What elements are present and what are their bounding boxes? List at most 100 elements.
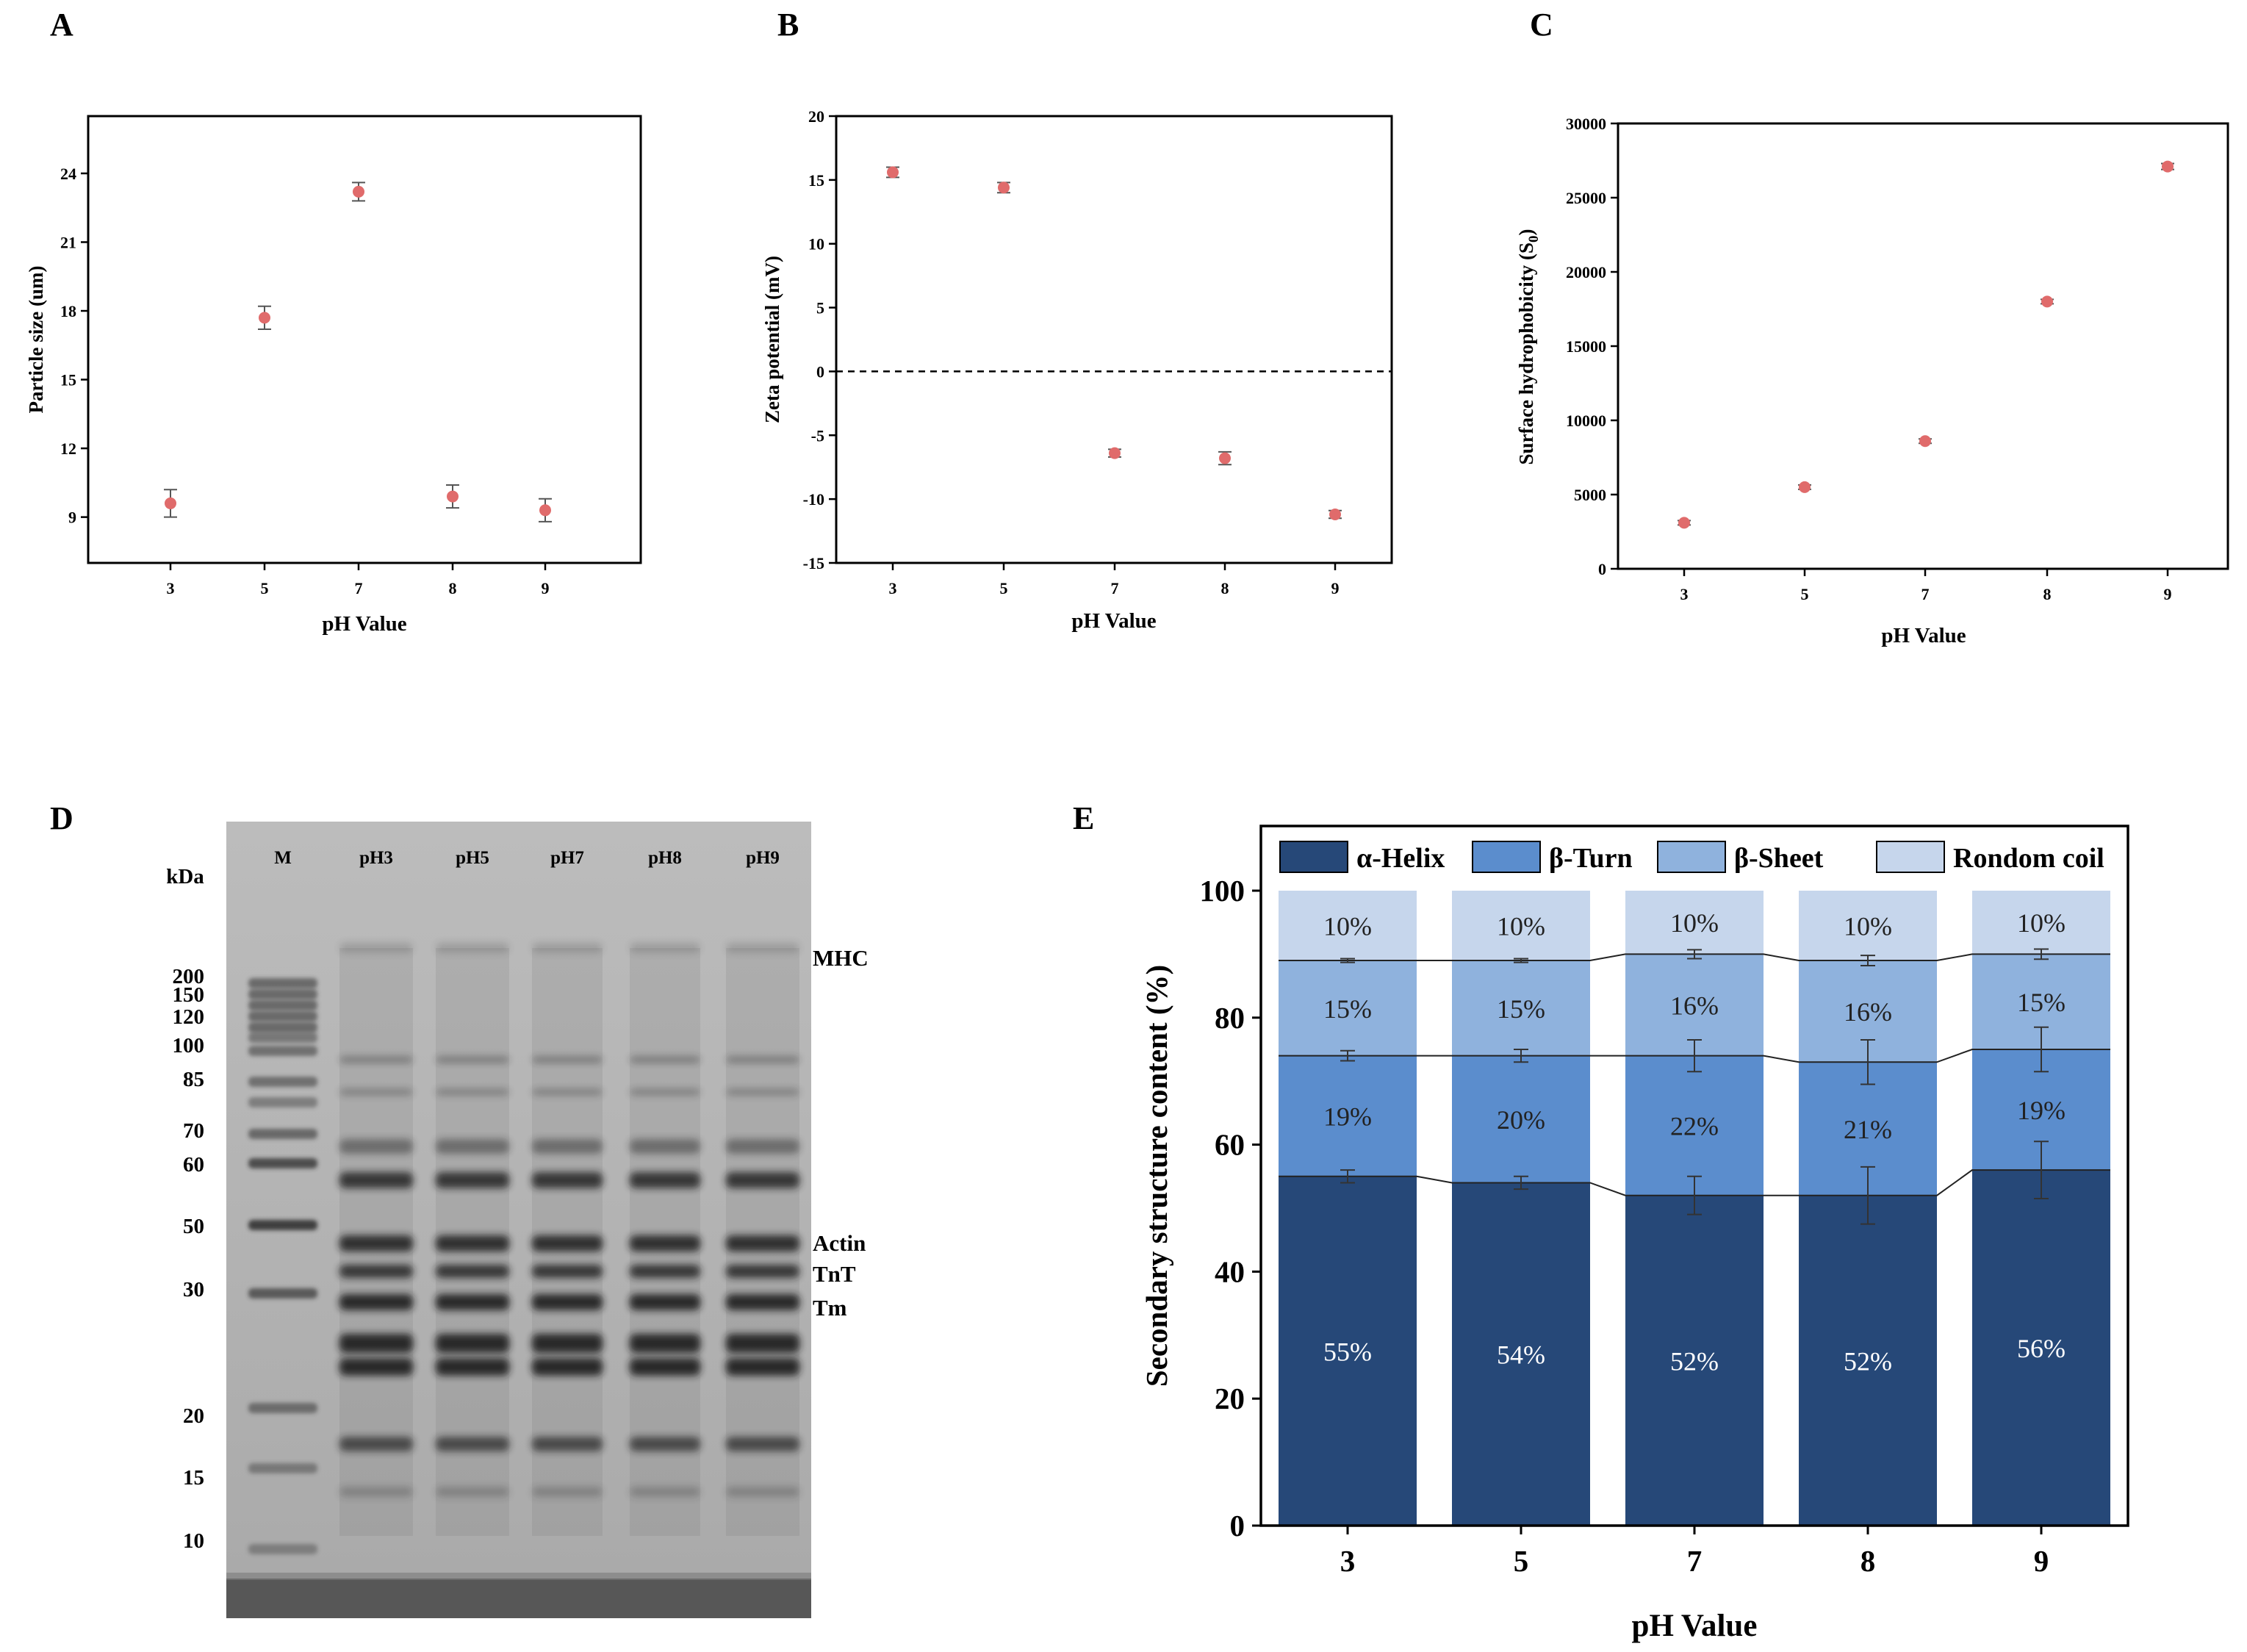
chart-e-value-label: 52%	[1670, 1346, 1719, 1376]
gel-sample-band	[339, 1172, 413, 1188]
chart-e-value-label: 10%	[2017, 908, 2066, 938]
chart-b-x-ticks: 3 5 7 8 9	[889, 563, 1340, 597]
gel-sample-band	[436, 1487, 509, 1497]
gel-sample-band	[436, 1139, 509, 1154]
gel-marker-band	[248, 1077, 317, 1087]
gel-sample-band	[630, 1088, 700, 1096]
gel-sample-band	[339, 943, 413, 953]
gel-sample-band	[436, 1235, 509, 1251]
chart-b-y-tick-label: 20	[808, 107, 824, 126]
chart-e-x-axis-label: pH Value	[1632, 1609, 1758, 1643]
gel-sample-band	[532, 1056, 603, 1063]
chart-e-value-label: 55%	[1323, 1337, 1372, 1366]
chart-c-y-ticks: 0 5000 10000 15000 20000 25000 30000	[1566, 115, 1618, 578]
gel-sample-band	[630, 1235, 700, 1251]
chart-b-frame	[835, 115, 1393, 564]
chart-e-value-label: 16%	[1844, 997, 1892, 1027]
chart-c-frame	[1617, 122, 2229, 570]
gel-sample-band	[630, 1056, 700, 1063]
gel-marker-label: 10	[183, 1529, 204, 1553]
gel-sample-band	[339, 1487, 413, 1497]
gel-lane-label: pH7	[550, 848, 584, 868]
chart-e-value-label: 19%	[2017, 1096, 2066, 1125]
chart-b-y-axis-label: Zeta potential (mV)	[761, 256, 783, 423]
gel-sample-band	[726, 1235, 799, 1251]
gel-sample-band	[630, 943, 700, 953]
chart-c-data-point	[1919, 435, 1931, 448]
gel-background	[226, 822, 811, 1618]
gel-band-label: Actin	[813, 1230, 866, 1256]
chart-e-bar-segment	[1279, 1055, 1417, 1177]
gel-sample-band	[436, 943, 509, 953]
gel-sample-band	[532, 1437, 603, 1451]
chart-a-x-tick-label: 8	[449, 579, 457, 597]
chart-a-points	[164, 182, 552, 522]
gel-sample-band	[726, 1437, 799, 1451]
gel-dye-front	[226, 1579, 811, 1618]
gel-lane-smear	[339, 948, 413, 1536]
gel-sample-band	[436, 1437, 509, 1451]
gel-sample-band	[532, 1487, 603, 1497]
chart-e-x-tick-label: 3	[1340, 1544, 1356, 1578]
gel-marker-label: 15	[183, 1466, 204, 1490]
gel-sample-band	[726, 1172, 799, 1188]
chart-e-legend-label: α-Helix	[1356, 843, 1445, 874]
gel-sample-band	[630, 1487, 700, 1497]
chart-e-bar-segment	[1799, 1195, 1937, 1526]
chart-e-x-ticks: 3 5 7 8 9	[1340, 1526, 2049, 1578]
chart-e-legend-swatch	[1472, 841, 1541, 873]
chart-a-x-axis-label: pH Value	[322, 612, 406, 636]
chart-e-y-axis-label: Secondary structure content (%)	[1140, 965, 1173, 1387]
chart-a-y-tick-label: 12	[60, 439, 76, 458]
chart-c-y-tick-label: 30000	[1566, 115, 1606, 133]
gel-sample-band	[436, 1056, 509, 1063]
chart-e-value-label: 20%	[1497, 1105, 1545, 1135]
gel-marker-label: 30	[183, 1278, 204, 1301]
chart-c-x-ticks: 3 5 7 8 9	[1680, 569, 2172, 603]
chart-a-x-tick-label: 9	[542, 579, 550, 597]
chart-e-y-tick-label: 0	[1230, 1509, 1245, 1543]
chart-c-points	[1678, 160, 2174, 529]
chart-b-y-tick-label: -15	[803, 554, 824, 572]
chart-a-y-tick-label: 18	[60, 302, 76, 320]
chart-e-value-label: 10%	[1323, 912, 1372, 941]
chart-e-bar-segment	[1625, 891, 1764, 955]
chart-e-value-label: 56%	[2017, 1334, 2066, 1363]
chart-c-y-tick-label: 10000	[1566, 412, 1606, 430]
gel-lane-label: pH5	[456, 848, 489, 868]
chart-c-x-tick-label: 3	[1680, 585, 1689, 603]
chart-e-bar-segment	[1279, 891, 1417, 961]
gel-marker-band	[248, 1158, 317, 1168]
gel-sample-band	[726, 1139, 799, 1154]
gel-sample-band	[436, 1172, 509, 1188]
chart-e-legend: α-Helix β-Turn β-Sheet Rondom coil	[1279, 841, 2104, 874]
gel-sample-band	[339, 1437, 413, 1451]
chart-a-data-point	[539, 504, 551, 517]
gel-marker-band	[248, 1463, 317, 1473]
chart-e-x-tick-label: 9	[2034, 1544, 2049, 1578]
chart-c-y-axis-label: Surface hydrophobicity (S0)	[1515, 229, 1542, 464]
gel-sample-band	[339, 1358, 413, 1376]
chart-c-x-tick-label: 7	[1921, 585, 1930, 603]
chart-e-value-label: 16%	[1670, 991, 1719, 1021]
chart-c-y-tick-label: 5000	[1574, 486, 1606, 504]
gel-sample-band	[532, 1334, 603, 1353]
gel-sample-band	[532, 1172, 603, 1188]
chart-e-bar-segment	[1972, 891, 2110, 955]
chart-c-y-tick-label: 15000	[1566, 337, 1606, 356]
chart-b-zeta-potential: -15 -10 -5 0 5 10 15 20 3 5 7 8 9 pH Value Zeta pot…	[761, 107, 1393, 633]
gel-sample-band	[532, 1265, 603, 1278]
chart-e-value-label: 10%	[1670, 908, 1719, 938]
gel-marker-band	[248, 1046, 317, 1056]
gel-lane-smear	[726, 948, 799, 1536]
gel-sample-band	[726, 1056, 799, 1063]
gel-sample-band	[726, 1265, 799, 1278]
chart-a-x-tick-label: 5	[261, 579, 269, 597]
chart-b-data-point	[887, 166, 899, 179]
gel-marker-label: 120	[173, 1005, 205, 1029]
gel-marker-band	[248, 978, 317, 988]
